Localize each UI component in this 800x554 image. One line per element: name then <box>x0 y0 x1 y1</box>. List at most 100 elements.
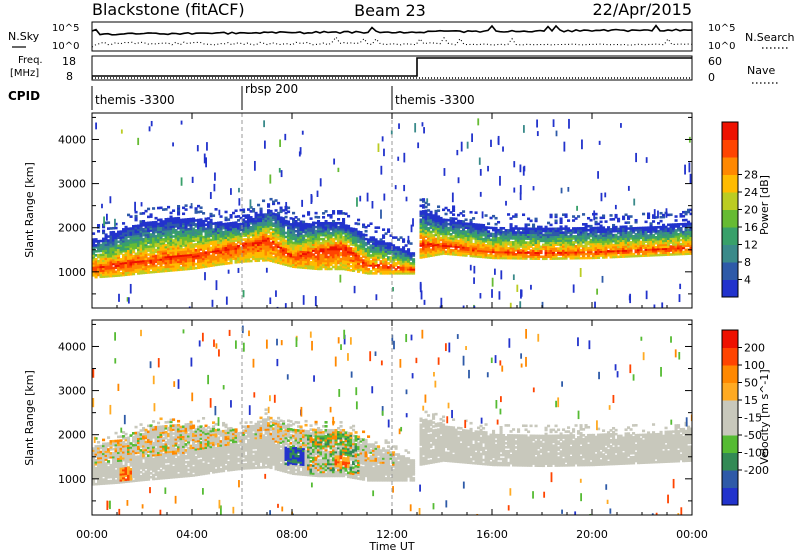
power-cell <box>254 251 258 255</box>
power-cell <box>529 243 533 246</box>
power-cell <box>527 229 531 233</box>
power-cell <box>462 246 466 249</box>
power-cell <box>144 267 148 270</box>
power-cell <box>229 235 233 239</box>
power-cell <box>362 259 366 262</box>
power-cell <box>402 264 406 267</box>
power-cell <box>174 250 178 254</box>
power-cell <box>329 231 333 235</box>
power-cell <box>532 235 536 239</box>
power-cell <box>559 253 563 256</box>
power-cell <box>432 240 436 243</box>
power-cell <box>512 229 516 232</box>
power-cell <box>432 253 436 257</box>
power-cell <box>429 224 433 228</box>
power-cell <box>594 228 598 232</box>
power-scatter-point <box>536 119 538 128</box>
power-cell <box>322 237 326 241</box>
power-cell <box>634 240 638 244</box>
power-cell <box>284 249 288 253</box>
power-scatter-point <box>114 218 116 227</box>
power-cell <box>222 246 226 250</box>
power-cell <box>312 241 316 244</box>
power-cell <box>384 242 388 245</box>
power-cell <box>432 248 436 251</box>
power-cell <box>544 251 548 255</box>
power-cell <box>657 243 661 247</box>
power-cell <box>319 221 323 225</box>
power-cell <box>552 237 556 241</box>
power-scatter-point <box>457 177 460 184</box>
power-cell <box>639 244 643 248</box>
power-cell <box>172 261 176 264</box>
power-scatter-point <box>567 186 570 192</box>
power-cell <box>247 238 251 241</box>
power-cell <box>579 242 583 246</box>
power-cell <box>359 244 363 248</box>
power-cell <box>452 231 456 234</box>
power-cell <box>167 231 171 235</box>
power-cell <box>599 234 603 238</box>
power-cell <box>292 219 296 223</box>
power-cell <box>167 261 171 265</box>
power-scatter-point <box>657 210 659 219</box>
power-cell <box>432 244 436 247</box>
power-cell <box>102 225 106 229</box>
power-cell <box>382 254 386 257</box>
power-cell <box>509 252 513 256</box>
power-cell <box>314 241 318 245</box>
power-cell <box>102 247 106 251</box>
power-cell <box>434 225 438 229</box>
power-cell <box>569 245 573 248</box>
power-cell <box>259 217 263 221</box>
power-cell <box>187 247 191 251</box>
power-cell <box>134 266 138 270</box>
power-cell <box>92 246 96 249</box>
power-cell <box>229 251 233 255</box>
power-cell <box>427 236 431 240</box>
power-cell <box>427 246 431 250</box>
power-cell <box>287 248 291 251</box>
power-cell <box>332 247 336 251</box>
power-cell <box>382 246 386 249</box>
power-cell <box>369 262 373 265</box>
power-cell <box>669 239 673 242</box>
power-cell <box>282 238 286 242</box>
power-cell <box>567 229 571 232</box>
power-cell <box>92 240 96 243</box>
power-cell <box>462 210 466 213</box>
power-cell <box>274 258 278 262</box>
power-cell <box>189 263 193 267</box>
power-cell <box>277 255 281 259</box>
power-cell <box>299 232 303 235</box>
power-cell <box>324 259 328 263</box>
power-cell <box>404 254 408 257</box>
power-cell <box>522 231 526 234</box>
power-cell <box>419 250 423 253</box>
power-cell <box>424 201 428 205</box>
power-cell <box>347 224 351 228</box>
power-cell <box>494 226 498 230</box>
power-cell <box>522 213 526 217</box>
power-cell <box>142 223 146 227</box>
power-cell <box>314 233 318 237</box>
power-cell <box>229 227 233 231</box>
power-cell <box>347 246 351 250</box>
power-cell <box>277 231 281 235</box>
power-cell <box>179 268 183 271</box>
power-cell <box>659 227 663 231</box>
power-cell <box>292 233 296 237</box>
power-cell <box>287 246 291 249</box>
power-cell <box>122 259 126 263</box>
power-cell <box>277 227 281 231</box>
power-cell <box>117 264 121 267</box>
power-cell <box>222 260 226 264</box>
power-cell <box>479 255 483 259</box>
power-cell <box>604 234 608 237</box>
power-cell <box>302 254 306 257</box>
power-cell <box>439 222 443 226</box>
power-cell <box>517 253 521 256</box>
power-cell <box>197 260 201 264</box>
power-cell <box>344 212 348 216</box>
power-cell <box>169 227 173 231</box>
